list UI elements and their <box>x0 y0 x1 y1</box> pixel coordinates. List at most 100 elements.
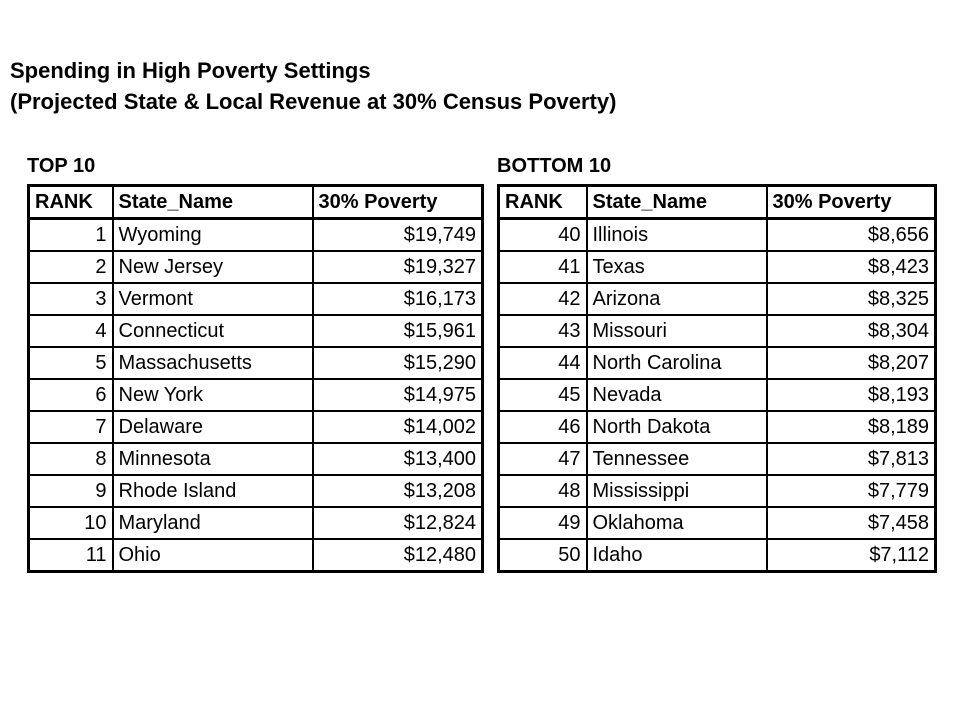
column-header-rank: RANK <box>27 184 114 220</box>
poverty-value-cell: $19,327 <box>311 250 484 284</box>
state-name-cell: Minnesota <box>111 442 314 476</box>
rank-cell: 44 <box>497 346 588 380</box>
rank-cell: 7 <box>27 410 114 444</box>
poverty-value-cell: $12,824 <box>311 506 484 540</box>
top-10-section: TOP 10 RANK State_Name 30% Poverty 1 Wyoming… <box>27 155 484 573</box>
state-name-cell: Tennessee <box>585 442 768 476</box>
state-name-cell: Arizona <box>585 282 768 316</box>
table-row: 40 Illinois $8,656 <box>497 217 937 252</box>
state-name-cell: Connecticut <box>111 314 314 348</box>
poverty-value-cell: $15,290 <box>311 346 484 380</box>
table-row: 2 New Jersey $19,327 <box>27 250 484 284</box>
table-row: 48 Mississippi $7,779 <box>497 474 937 508</box>
table-row: 46 North Dakota $8,189 <box>497 410 937 444</box>
rank-cell: 50 <box>497 538 588 573</box>
poverty-value-cell: $15,961 <box>311 314 484 348</box>
rank-cell: 46 <box>497 410 588 444</box>
bottom-10-section: BOTTOM 10 RANK State_Name 30% Poverty 40 Ill… <box>497 155 937 573</box>
title-line-1: Spending in High Poverty Settings <box>10 58 371 83</box>
poverty-value-cell: $8,325 <box>765 282 937 316</box>
table-row: 42 Arizona $8,325 <box>497 282 937 316</box>
poverty-value-cell: $13,208 <box>311 474 484 508</box>
state-name-cell: Vermont <box>111 282 314 316</box>
state-name-cell: Delaware <box>111 410 314 444</box>
poverty-value-cell: $16,173 <box>311 282 484 316</box>
rank-cell: 2 <box>27 250 114 284</box>
state-name-cell: North Dakota <box>585 410 768 444</box>
column-header-value: 30% Poverty <box>311 184 484 220</box>
poverty-value-cell: $7,458 <box>765 506 937 540</box>
top-10-label: TOP 10 <box>27 155 96 177</box>
poverty-value-cell: $8,207 <box>765 346 937 380</box>
rank-cell: 48 <box>497 474 588 508</box>
table-row: 4 Connecticut $15,961 <box>27 314 484 348</box>
state-name-cell: Mississippi <box>585 474 768 508</box>
rank-cell: 42 <box>497 282 588 316</box>
rank-cell: 5 <box>27 346 114 380</box>
table-row: 50 Idaho $7,112 <box>497 538 937 573</box>
table-row: 45 Nevada $8,193 <box>497 378 937 412</box>
table-row: 43 Missouri $8,304 <box>497 314 937 348</box>
poverty-value-cell: $7,813 <box>765 442 937 476</box>
header-row: RANK State_Name 30% Poverty <box>27 184 484 220</box>
state-name-cell: Oklahoma <box>585 506 768 540</box>
column-header-state: State_Name <box>111 184 314 220</box>
table-row: 5 Massachusetts $15,290 <box>27 346 484 380</box>
top-10-table: RANK State_Name 30% Poverty 1 Wyoming $19,749… <box>27 184 484 573</box>
poverty-value-cell: $12,480 <box>311 538 484 573</box>
table-row: 47 Tennessee $7,813 <box>497 442 937 476</box>
poverty-value-cell: $14,002 <box>311 410 484 444</box>
table-row: 3 Vermont $16,173 <box>27 282 484 316</box>
state-name-cell: Texas <box>585 250 768 284</box>
header-row: RANK State_Name 30% Poverty <box>497 184 937 220</box>
state-name-cell: Illinois <box>585 217 768 252</box>
poverty-value-cell: $8,656 <box>765 217 937 252</box>
state-name-cell: Nevada <box>585 378 768 412</box>
rank-cell: 40 <box>497 217 588 252</box>
poverty-value-cell: $7,112 <box>765 538 937 573</box>
table-row: 6 New York $14,975 <box>27 378 484 412</box>
state-name-cell: Massachusetts <box>111 346 314 380</box>
rank-cell: 6 <box>27 378 114 412</box>
table-row: 7 Delaware $14,002 <box>27 410 484 444</box>
state-name-cell: New York <box>111 378 314 412</box>
rank-cell: 9 <box>27 474 114 508</box>
bottom-10-label: BOTTOM 10 <box>497 155 612 177</box>
table-row: 44 North Carolina $8,207 <box>497 346 937 380</box>
table-row: 9 Rhode Island $13,208 <box>27 474 484 508</box>
state-name-cell: Ohio <box>111 538 314 573</box>
poverty-value-cell: $7,779 <box>765 474 937 508</box>
state-name-cell: Idaho <box>585 538 768 573</box>
rank-cell: 45 <box>497 378 588 412</box>
poverty-value-cell: $8,304 <box>765 314 937 348</box>
poverty-value-cell: $8,423 <box>765 250 937 284</box>
state-name-cell: New Jersey <box>111 250 314 284</box>
rank-cell: 8 <box>27 442 114 476</box>
table-row: 10 Maryland $12,824 <box>27 506 484 540</box>
table-row: 1 Wyoming $19,749 <box>27 217 484 252</box>
rank-cell: 49 <box>497 506 588 540</box>
column-header-rank: RANK <box>497 184 588 220</box>
state-name-cell: Missouri <box>585 314 768 348</box>
poverty-value-cell: $14,975 <box>311 378 484 412</box>
rank-cell: 41 <box>497 250 588 284</box>
table-row: 11 Ohio $12,480 <box>27 538 484 573</box>
state-name-cell: Wyoming <box>111 217 314 252</box>
poverty-value-cell: $13,400 <box>311 442 484 476</box>
poverty-value-cell: $8,193 <box>765 378 937 412</box>
title-line-2: (Projected State & Local Revenue at 30% … <box>10 89 617 114</box>
bottom-10-table: RANK State_Name 30% Poverty 40 Illinois $8,65… <box>497 184 937 573</box>
rank-cell: 1 <box>27 217 114 252</box>
table-row: 8 Minnesota $13,400 <box>27 442 484 476</box>
poverty-value-cell: $19,749 <box>311 217 484 252</box>
state-name-cell: North Carolina <box>585 346 768 380</box>
rank-cell: 47 <box>497 442 588 476</box>
column-header-value: 30% Poverty <box>765 184 937 220</box>
rank-cell: 3 <box>27 282 114 316</box>
rank-cell: 11 <box>27 538 114 573</box>
table-row: 49 Oklahoma $7,458 <box>497 506 937 540</box>
column-header-state: State_Name <box>585 184 768 220</box>
state-name-cell: Rhode Island <box>111 474 314 508</box>
slide-title: Spending in High Poverty Settings (Proje… <box>10 55 616 117</box>
rank-cell: 10 <box>27 506 114 540</box>
